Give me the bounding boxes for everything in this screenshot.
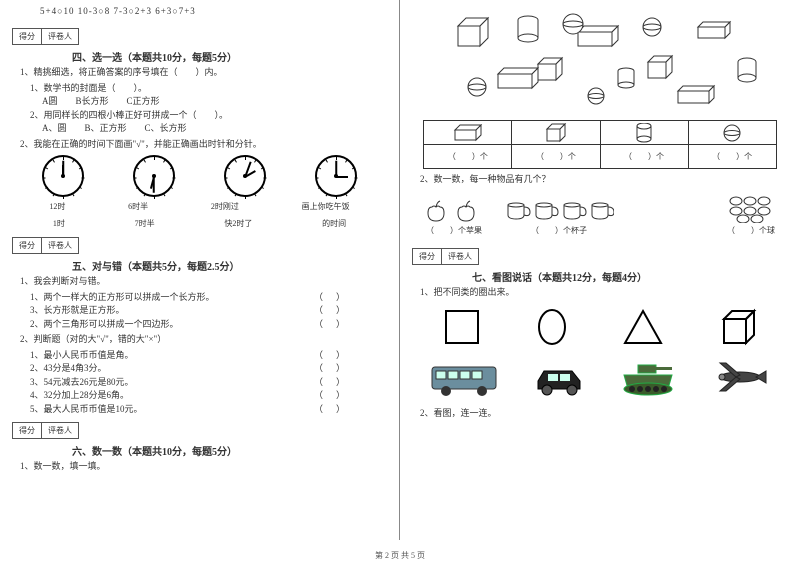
count-row: （ ）个苹果 （ ）个杯子	[424, 193, 776, 236]
bus-icon	[430, 361, 500, 397]
paren: （ ）	[314, 318, 347, 332]
table-sphere-icon	[688, 121, 776, 145]
left-column: 5+4○10 10-3○8 7-3○2+3 6+3○7+3 得分 评卷人 四、选…	[0, 0, 400, 540]
table-blank: （ ）个	[424, 145, 512, 169]
clock-3	[224, 155, 266, 197]
q7-1: 1、把不同类的圈出来。	[420, 286, 788, 300]
clock-label: 6时半	[128, 201, 148, 212]
section-6-title: 六、数一数（本题共10分，每题5分）	[72, 443, 387, 458]
shape-row	[416, 307, 784, 347]
clock-labels-2: 1时 7时半 快2时了 的时间	[12, 218, 387, 229]
top-expressions: 5+4○10 10-3○8 7-3○2+3 6+3○7+3	[40, 6, 387, 16]
tf-row: 3、54元减去26元是80元。（ ）	[30, 376, 387, 390]
grader-label: 评卷人	[442, 249, 478, 264]
score-label: 得分	[13, 29, 42, 44]
tf-row: 4、32分加上28分是6角。（ ）	[30, 389, 387, 403]
q4-1: 1、精挑细选，将正确答案的序号填在（ ）内。	[20, 66, 387, 80]
paren: （ ）	[314, 403, 347, 417]
paren: （ ）	[314, 362, 347, 376]
vehicle-row	[414, 357, 786, 397]
shape-count-table: （ ）个 （ ）个 （ ）个 （ ）个	[423, 120, 776, 169]
clock-2	[133, 155, 175, 197]
car-icon	[532, 361, 586, 397]
cup-label: （ ）个杯子	[504, 225, 614, 236]
clock-label: 画上你吃午饭	[302, 201, 350, 212]
ball-icon	[726, 193, 776, 223]
clock-label: 7时半	[135, 218, 155, 229]
q4-1b-opts: A、圆 B、正方形 C、长方形	[42, 122, 387, 136]
clock-labels-1: 12时 6时半 2时刚过 画上你吃午饭	[12, 201, 387, 212]
table-blank: （ ）个	[688, 145, 776, 169]
q7-2: 2、看图，连一连。	[420, 407, 788, 421]
tf-row: 2、两个三角形可以拼成一个四边形。（ ）	[30, 318, 387, 332]
table-cube-icon	[512, 121, 600, 145]
q6-1: 1、数一数，填一填。	[20, 460, 387, 474]
ball-group: （ ）个球	[726, 193, 776, 236]
table-blank: （ ）个	[512, 145, 600, 169]
clock-label: 2时刚过	[211, 201, 239, 212]
oval-icon	[535, 307, 569, 347]
score-box-7: 得分 评卷人	[412, 248, 479, 265]
q4-1a-opts: A圆 B长方形 C正方形	[42, 95, 387, 109]
score-label: 得分	[413, 249, 442, 264]
section-4-title: 四、选一选（本题共10分，每题5分）	[72, 49, 387, 64]
tank-icon	[618, 361, 678, 397]
grader-label: 评卷人	[42, 238, 78, 253]
tf-row: 1、两个一样大的正方形可以拼成一个长方形。（ ）	[30, 291, 387, 305]
tf-row: 2、43分是4角3分。（ ）	[30, 362, 387, 376]
section-7-title: 七、看图说话（本题共12分，每题4分）	[472, 269, 788, 284]
page-footer: 第 2 页 共 5 页	[0, 550, 800, 561]
q5-1: 1、我会判断对与错。	[20, 275, 387, 289]
paren: （ ）	[314, 291, 347, 305]
clock-4	[315, 155, 357, 197]
clock-label: 的时间	[322, 218, 346, 229]
cube-icon	[718, 307, 758, 347]
table-cylinder-icon	[600, 121, 688, 145]
right-column: （ ）个 （ ）个 （ ）个 （ ）个 2、数一数，每一种物品有几个？	[400, 0, 800, 540]
score-box-6: 得分 评卷人	[12, 422, 79, 439]
tf-row: 3、长方形就是正方形。（ ）	[30, 304, 387, 318]
triangle-icon	[621, 307, 665, 347]
section-5-title: 五、对与错（本题共5分，每题2.5分）	[72, 258, 387, 273]
tf-row: 1、最小人民币币值是角。（ ）	[30, 349, 387, 363]
clock-label: 1时	[53, 218, 65, 229]
grader-label: 评卷人	[42, 29, 78, 44]
paren: （ ）	[314, 349, 347, 363]
apple-icon	[424, 197, 484, 223]
shapes-svg	[418, 8, 778, 116]
q6-2: 2、数一数，每一种物品有几个？	[420, 173, 788, 187]
paren: （ ）	[314, 304, 347, 318]
apple-label: （ ）个苹果	[424, 225, 484, 236]
table-cuboid-icon	[424, 121, 512, 145]
clock-label: 12时	[49, 201, 65, 212]
q5-2: 2、判断题（对的大"√"，错的大"×"）	[20, 333, 387, 347]
clock-row	[12, 155, 387, 197]
grader-label: 评卷人	[42, 423, 78, 438]
plane-icon	[710, 357, 770, 397]
shapes-scatter	[418, 8, 782, 116]
score-label: 得分	[13, 238, 42, 253]
page-container: 5+4○10 10-3○8 7-3○2+3 6+3○7+3 得分 评卷人 四、选…	[0, 0, 800, 540]
q4-1a: 1、数学书的封面是（ ）。	[30, 82, 387, 96]
paren: （ ）	[314, 376, 347, 390]
paren: （ ）	[314, 389, 347, 403]
q4-2: 2、我能在正确的时间下面画"√"，并能正确画出时针和分针。	[20, 138, 387, 152]
score-box-4: 得分 评卷人	[12, 28, 79, 45]
clock-1	[42, 155, 84, 197]
square-icon	[442, 307, 482, 347]
q4-1b: 2、用同样长的四根小棒正好可拼成一个（ ）。	[30, 109, 387, 123]
cup-group: （ ）个杯子	[504, 197, 614, 236]
clock-label: 快2时了	[224, 218, 252, 229]
score-label: 得分	[13, 423, 42, 438]
tf-row: 5、最大人民币币值是10元。（ ）	[30, 403, 387, 417]
cup-icon	[504, 197, 614, 223]
table-blank: （ ）个	[600, 145, 688, 169]
apple-group: （ ）个苹果	[424, 197, 484, 236]
ball-label: （ ）个球	[726, 225, 776, 236]
score-box-5: 得分 评卷人	[12, 237, 79, 254]
